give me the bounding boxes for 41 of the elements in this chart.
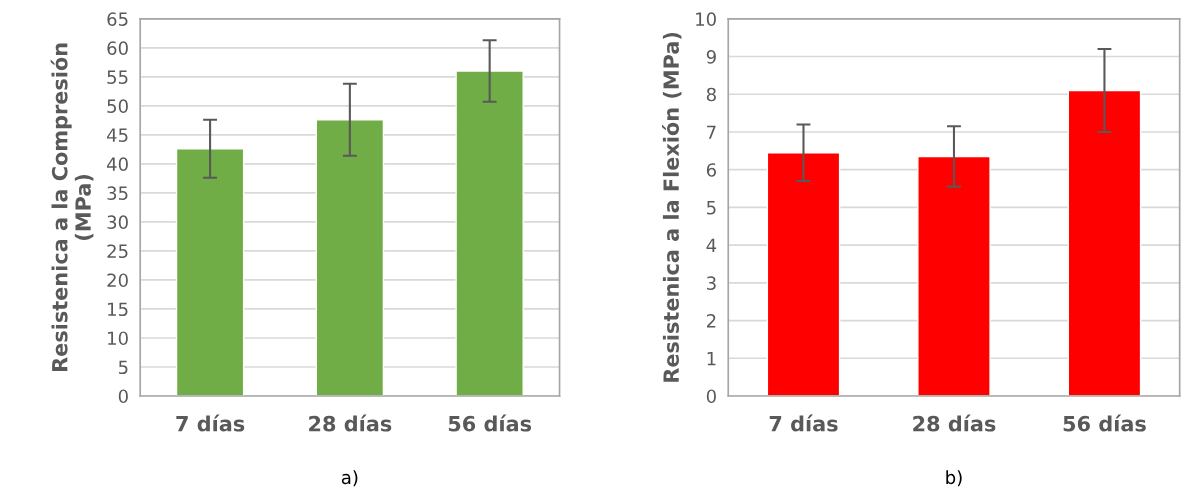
y-tick-label: 55 — [107, 70, 128, 84]
bar — [766, 152, 841, 396]
y-tick-label: 10 — [108, 331, 128, 346]
y-tick-label: 1 — [707, 351, 716, 366]
y-tick-label: 8 — [706, 87, 716, 102]
y-tick-label: 0 — [118, 389, 128, 404]
y-tick-label: 7 — [707, 125, 716, 139]
bar — [455, 70, 524, 396]
y-tick-label: 35 — [107, 186, 128, 201]
y-tick-label: 15 — [108, 302, 128, 317]
y-tick-label: 10 — [696, 12, 716, 26]
y-tick-label: 40 — [106, 157, 128, 171]
x-tick-label: 28 días — [309, 414, 392, 432]
y-tick-label: 65 — [107, 12, 128, 26]
bar — [917, 155, 991, 396]
y-tick-label: 45 — [106, 128, 128, 142]
y-tick-label: 3 — [707, 276, 716, 290]
y-tick-label: 25 — [107, 244, 128, 259]
bar — [1067, 89, 1142, 396]
y-tick-label: 20 — [107, 273, 128, 288]
y-tick-label: 6 — [706, 163, 716, 177]
y-axis-title: Resistenica a la Compresión (MPa) — [50, 43, 94, 371]
x-tick-label: 7 días — [176, 414, 245, 432]
y-tick-label: 9 — [706, 49, 716, 64]
y-tick-label: 60 — [107, 41, 128, 55]
bar — [175, 148, 245, 396]
y-tick-label: 2 — [706, 314, 716, 328]
y-axis-title: Resistenica a la Flexión (MPa) — [662, 32, 682, 382]
x-tick-label: 7 días — [769, 414, 838, 432]
text: a) — [341, 470, 358, 487]
y-tick-label: 0 — [706, 389, 716, 404]
y-tick-label: 50 — [107, 99, 128, 113]
y-tick-label: 4 — [706, 238, 717, 252]
y-tick-label: 5 — [118, 360, 128, 375]
x-tick-label: 56 días — [448, 414, 532, 432]
y-tick-label: 5 — [707, 201, 716, 215]
text: b) — [946, 470, 962, 487]
x-tick-label: 28 días — [913, 414, 996, 432]
y-tick-label: 30 — [107, 215, 128, 230]
x-tick-label: 56 días — [1063, 414, 1146, 432]
bar — [315, 119, 385, 396]
